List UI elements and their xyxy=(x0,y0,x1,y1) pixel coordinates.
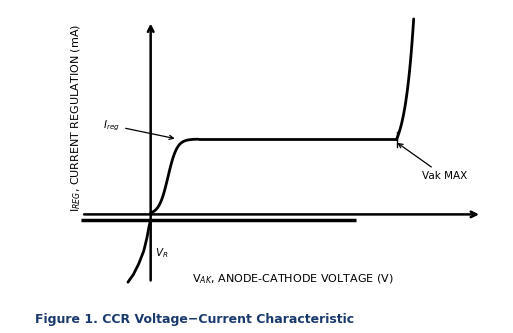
Text: V$_{AK}$, ANODE-CATHODE VOLTAGE (V): V$_{AK}$, ANODE-CATHODE VOLTAGE (V) xyxy=(192,272,393,286)
Text: $V_R$: $V_R$ xyxy=(155,246,169,260)
Text: Figure 1. CCR Voltage−Current Characteristic: Figure 1. CCR Voltage−Current Characteri… xyxy=(35,313,354,326)
Text: I$_{REG}$, CURRENT REGULATION (mA): I$_{REG}$, CURRENT REGULATION (mA) xyxy=(70,24,83,212)
Text: Vak MAX: Vak MAX xyxy=(399,144,467,181)
Text: $I_{reg}$: $I_{reg}$ xyxy=(103,118,173,140)
